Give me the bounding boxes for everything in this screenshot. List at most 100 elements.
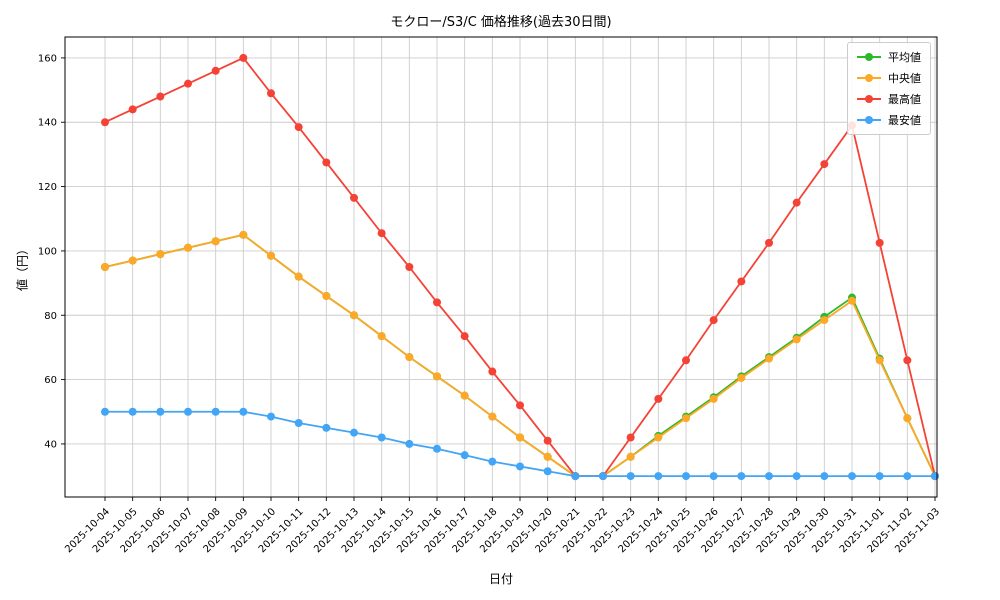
series-point-median <box>239 230 248 239</box>
series-point-lowest <box>682 472 690 481</box>
legend-marker-highest <box>857 94 881 104</box>
series-point-highest <box>543 436 552 445</box>
series-point-highest <box>488 367 497 376</box>
legend: 平均値中央値最高値最安値 <box>847 42 931 135</box>
series-point-median <box>184 243 192 252</box>
y-tick-label: 160 <box>38 53 57 64</box>
series-point-median <box>848 296 856 305</box>
legend-label-average: 平均値 <box>888 51 921 64</box>
series-point-highest <box>267 89 275 98</box>
series-point-lowest <box>267 412 275 421</box>
series-point-lowest <box>350 428 358 437</box>
series-point-lowest <box>765 472 773 481</box>
y-tick-label: 60 <box>44 375 57 386</box>
series-point-highest <box>737 277 746 286</box>
y-tick-label: 140 <box>38 118 57 129</box>
legend-marker-median <box>857 73 881 83</box>
series-point-median <box>709 394 718 403</box>
series-point-highest <box>682 356 690 365</box>
y-tick-label: 100 <box>38 246 57 257</box>
series-point-lowest <box>460 451 469 460</box>
series-point-highest <box>433 298 441 307</box>
series-point-median <box>211 237 220 246</box>
series-point-median <box>377 332 386 341</box>
series-point-lowest <box>626 472 635 481</box>
series-point-highest <box>184 79 192 88</box>
series-point-median <box>543 452 552 461</box>
series-point-highest <box>903 356 912 365</box>
series-point-lowest <box>516 462 524 471</box>
series-point-median <box>101 263 109 271</box>
series-point-highest <box>101 118 109 127</box>
series-point-median <box>128 256 137 265</box>
legend-label-median: 中央値 <box>888 72 921 85</box>
series-point-lowest <box>792 472 801 481</box>
series-point-lowest <box>737 472 746 481</box>
series-point-highest <box>211 66 220 75</box>
series-point-lowest <box>903 472 912 481</box>
series-point-median <box>267 251 275 260</box>
series-point-lowest <box>543 467 552 476</box>
series-point-median <box>792 335 801 344</box>
legend-marker-lowest <box>857 115 881 125</box>
series-point-median <box>516 433 524 442</box>
series-point-median <box>682 414 690 423</box>
plot-background <box>65 37 937 497</box>
series-point-lowest <box>294 419 303 428</box>
series-point-median <box>903 414 912 423</box>
series-point-lowest <box>820 472 829 481</box>
x-axis-label: 日付 <box>488 572 513 586</box>
series-point-highest <box>156 92 165 101</box>
series-point-highest <box>239 53 248 62</box>
series-point-median <box>488 412 497 421</box>
legend-entry-lowest: 最安値 <box>857 112 921 128</box>
series-point-highest <box>128 105 137 114</box>
y-axis-label: 値（円） <box>15 242 30 292</box>
series-point-lowest <box>931 472 939 481</box>
legend-marker-average <box>857 52 881 62</box>
series-point-lowest <box>322 423 331 432</box>
chart-title: モクロー/S3/C 価格推移(過去30日間) <box>390 15 612 30</box>
legend-entry-highest: 最高値 <box>857 91 921 107</box>
series-point-lowest <box>488 457 497 466</box>
series-point-highest <box>516 401 524 410</box>
series-point-highest <box>820 160 829 169</box>
series-point-lowest <box>156 407 165 416</box>
series-point-highest <box>626 433 635 442</box>
series-point-median <box>405 353 414 362</box>
series-point-lowest <box>101 407 109 416</box>
legend-entry-average: 平均値 <box>857 49 921 65</box>
series-point-highest <box>350 193 358 202</box>
series-point-median <box>433 372 441 381</box>
axes-border <box>64 36 938 498</box>
series-point-highest <box>765 238 773 247</box>
series-point-lowest <box>571 472 580 481</box>
series-point-median <box>820 316 829 325</box>
series-point-lowest <box>433 444 441 453</box>
y-tick-label: 120 <box>38 182 57 193</box>
series-point-lowest <box>654 472 663 481</box>
series-point-median <box>626 452 635 461</box>
series-point-lowest <box>709 472 718 481</box>
series-point-highest <box>460 332 469 341</box>
series-point-lowest <box>599 472 607 481</box>
series-point-highest <box>294 123 303 132</box>
series-point-lowest <box>211 407 220 416</box>
series-point-highest <box>377 229 386 238</box>
series-point-highest <box>875 238 884 247</box>
series-point-median <box>875 356 884 365</box>
series-point-lowest <box>184 407 192 416</box>
series-point-lowest <box>239 407 248 416</box>
series-point-lowest <box>377 433 386 442</box>
series-point-median <box>654 433 663 442</box>
series-point-median <box>737 373 746 382</box>
series-point-median <box>156 250 165 259</box>
series-point-highest <box>654 394 663 403</box>
y-tick-label: 40 <box>44 439 57 450</box>
series-point-lowest <box>128 407 137 416</box>
y-tick-label: 80 <box>44 311 57 322</box>
series-point-median <box>322 291 331 300</box>
series-point-highest <box>792 198 801 207</box>
